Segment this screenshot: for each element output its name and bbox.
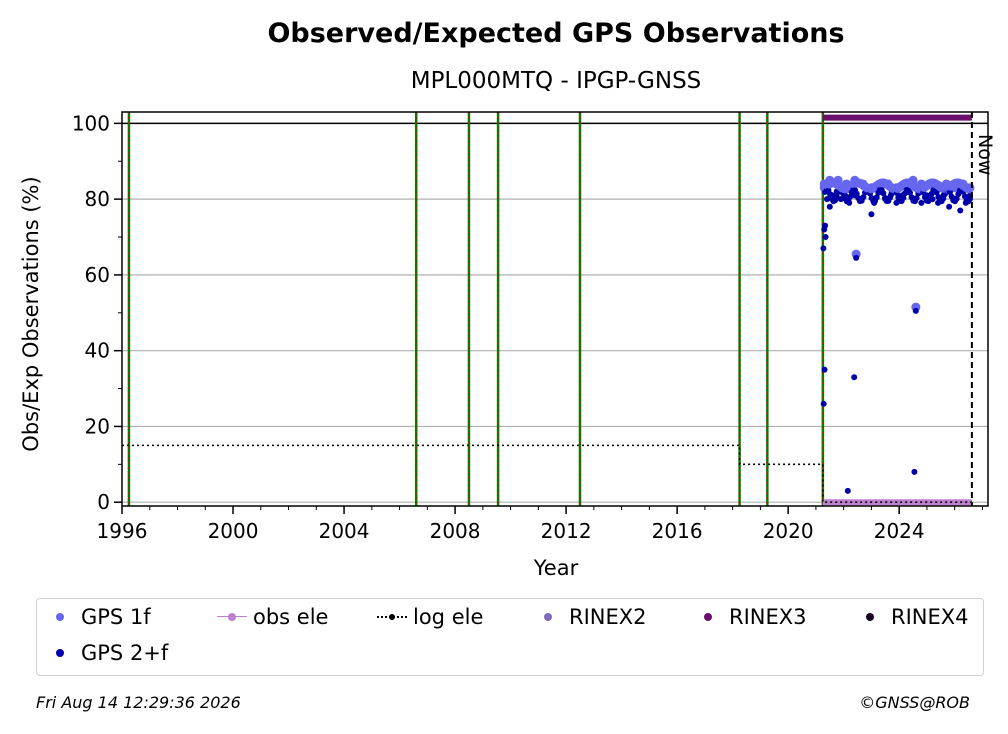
point-gps-2-f	[940, 195, 947, 202]
y-tick-label: 40	[85, 339, 110, 363]
chart: Observed/Expected GPS Observations MPL00…	[19, 18, 996, 580]
point-gps-2-f	[820, 400, 827, 407]
y-tick-label: 80	[85, 187, 110, 211]
point-gps-2-f	[911, 468, 918, 475]
x-axis-label: Year	[533, 556, 579, 580]
x-tick-label: 2020	[763, 519, 814, 543]
point-gps-2-f	[821, 366, 828, 373]
x-tick-label: 2008	[430, 519, 481, 543]
log-ele-line	[122, 444, 972, 504]
point-gps-2-f	[880, 190, 887, 197]
chart-title: Observed/Expected GPS Observations	[267, 18, 844, 49]
point-gps-2-f	[822, 222, 829, 229]
y-axis-label: Obs/Exp Observations (%)	[19, 176, 43, 451]
legend-item-log-ele: log ele	[377, 605, 483, 629]
legend-item-gps-2f: GPS 2+f	[45, 641, 168, 665]
legend-item-rinex2: RINEX2	[533, 605, 647, 629]
point-gps-2-f	[887, 194, 894, 201]
point-gps-2-f	[853, 190, 860, 197]
legend: GPS 1f obs ele log ele RINEX2 RINEX3 RIN…	[36, 598, 984, 676]
legend-item-rinex4: RINEX4	[855, 605, 969, 629]
legend-label: GPS 2+f	[81, 641, 169, 665]
legend-swatch-rinex3	[693, 607, 723, 627]
point-gps-2-f	[860, 194, 867, 201]
status-bars	[822, 114, 972, 506]
legend-item-gps-1f: GPS 1f	[45, 605, 151, 629]
x-tick-label: 2000	[208, 519, 259, 543]
point-gps-2-f	[953, 195, 960, 202]
legend-swatch-obs-ele	[217, 607, 247, 627]
legend-swatch-rinex2	[533, 607, 563, 627]
x-tick-label: 1996	[97, 519, 148, 543]
x-tick-label: 2024	[874, 519, 925, 543]
x-tick-label: 2004	[319, 519, 370, 543]
legend-swatch-gps-1f	[45, 607, 75, 627]
point-gps-2-f	[946, 203, 953, 210]
point-gps-2-f	[844, 487, 851, 494]
point-gps-2-f	[833, 193, 840, 200]
x-tick-label: 2012	[541, 519, 592, 543]
now-label: Now	[974, 134, 996, 175]
point-gps-2-f	[926, 195, 933, 202]
point-gps-2-f	[847, 193, 854, 200]
point-gps-2-f	[957, 207, 964, 214]
point-gps-2-f	[820, 245, 827, 252]
legend-label: RINEX3	[729, 605, 807, 629]
legend-swatch-rinex4	[855, 607, 885, 627]
point-gps-2-f	[826, 203, 833, 210]
point-gps-2-f	[913, 195, 920, 202]
y-tick-label: 0	[97, 490, 110, 514]
point-gps-2-f	[853, 254, 860, 261]
chart-subtitle: MPL000MTQ - IPGP-GNSS	[411, 68, 702, 94]
footer-credit: ©GNSS@ROB	[859, 693, 970, 712]
legend-item-obs-ele: obs ele	[217, 605, 328, 629]
log-ele-line	[122, 444, 972, 504]
y-tick-label: 100	[72, 111, 110, 135]
event-lines	[127, 112, 825, 506]
point-gps-2-f	[912, 307, 919, 314]
point-gps-2-f	[873, 194, 880, 201]
footer-timestamp: Fri Aug 14 12:29:36 2026	[36, 693, 241, 712]
legend-label: RINEX4	[891, 605, 969, 629]
point-gps-2-f	[918, 199, 925, 206]
data-series	[819, 175, 975, 494]
point-gps-2-f	[827, 191, 834, 198]
legend-label: RINEX2	[569, 605, 647, 629]
point-gps-2-f	[822, 234, 829, 241]
legend-label: log ele	[413, 605, 484, 629]
point-gps-2-f	[851, 374, 858, 381]
point-gps-2-f	[907, 189, 914, 196]
point-gps-2-f	[900, 194, 907, 201]
y-tick-label: 60	[85, 263, 110, 287]
grid-lines	[122, 122, 988, 503]
point-gps-2-f	[824, 196, 831, 203]
axes: 1996 2000 2004 2008 2012 2016 2020 2024 0 20 40 60 8…	[72, 111, 989, 543]
y-tick-label: 20	[85, 414, 110, 438]
legend-swatch-log-ele	[377, 607, 407, 627]
legend-label: obs ele	[253, 605, 329, 629]
now-marker: Now	[970, 112, 996, 506]
legend-label: GPS 1f	[81, 605, 151, 629]
x-tick-label: 2016	[652, 519, 703, 543]
legend-item-rinex3: RINEX3	[693, 605, 807, 629]
legend-swatch-gps-2f	[45, 643, 75, 663]
plot-frame	[121, 111, 989, 507]
point-gps-2-f	[868, 211, 875, 218]
